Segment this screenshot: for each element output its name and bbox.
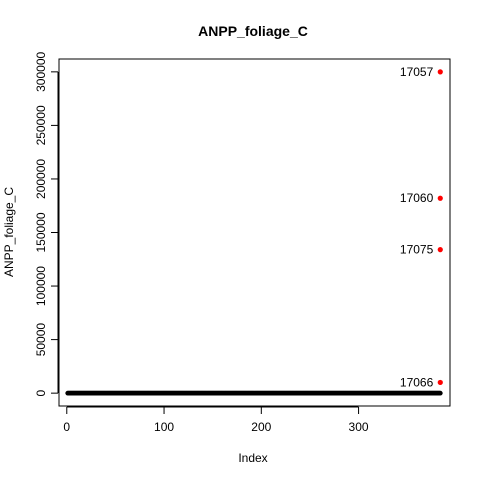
- y-tick-label: 300000: [34, 52, 48, 92]
- outlier-label: 17060: [400, 191, 434, 205]
- outlier-points: 17057 17060 17075 17066: [400, 65, 443, 389]
- y-axis: 0 50000 100000 150000 200000 250000 300000: [34, 52, 59, 396]
- y-tick-label: 50000: [34, 323, 48, 357]
- y-axis-label: ANPP_foliage_C: [2, 187, 16, 277]
- outlier-point: [437, 69, 443, 75]
- y-tick-label: 200000: [34, 159, 48, 199]
- outlier-point: [437, 247, 443, 253]
- x-tick-label: 0: [63, 420, 70, 434]
- x-tick-label: 200: [251, 420, 271, 434]
- outlier-label: 17075: [400, 243, 434, 257]
- plot-frame: [58, 58, 451, 407]
- y-tick-label: 100000: [34, 266, 48, 306]
- y-tick-label: 150000: [34, 212, 48, 252]
- x-tick-label: 300: [349, 420, 369, 434]
- x-axis: 0 100 200 300: [63, 406, 369, 434]
- x-axis-label: Index: [238, 451, 267, 465]
- outlier-point: [437, 379, 443, 386]
- x-tick-label: 100: [154, 420, 174, 434]
- outlier-label: 17057: [400, 65, 434, 79]
- chart-title: ANPP_foliage_C: [198, 23, 308, 39]
- data-point: [437, 390, 443, 396]
- y-tick-label: 0: [34, 389, 48, 396]
- baseline-points: [65, 390, 443, 396]
- outlier-point: [437, 195, 443, 201]
- outlier-label: 17066: [400, 375, 434, 389]
- y-tick-label: 250000: [34, 105, 48, 145]
